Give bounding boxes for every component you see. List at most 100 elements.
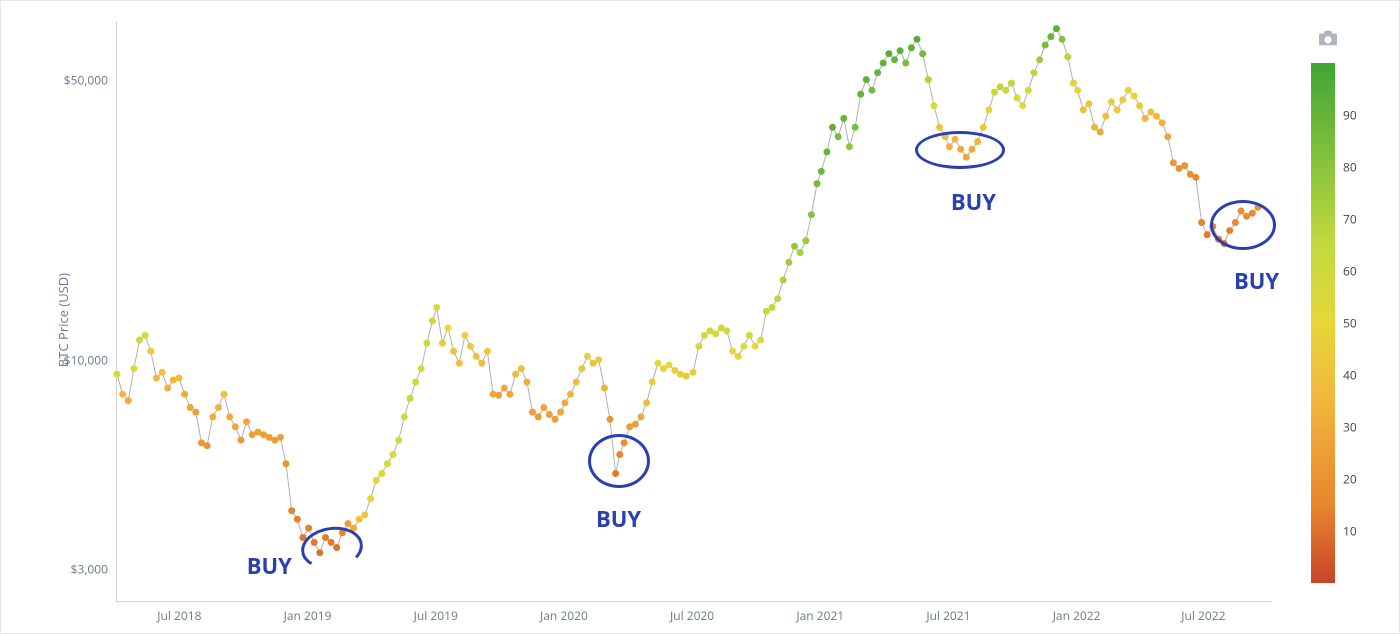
- price-point[interactable]: [390, 451, 397, 458]
- camera-icon[interactable]: [1317, 29, 1339, 45]
- price-point[interactable]: [1074, 87, 1081, 94]
- price-point[interactable]: [908, 44, 915, 51]
- price-point[interactable]: [478, 360, 485, 367]
- price-point[interactable]: [277, 434, 284, 441]
- price-point[interactable]: [1002, 87, 1009, 94]
- price-point[interactable]: [395, 437, 402, 444]
- price-point[interactable]: [283, 460, 290, 467]
- price-point[interactable]: [802, 237, 809, 244]
- price-point[interactable]: [1014, 94, 1021, 101]
- price-point[interactable]: [1114, 106, 1121, 113]
- price-point[interactable]: [1192, 174, 1199, 181]
- price-point[interactable]: [757, 337, 764, 344]
- price-point[interactable]: [467, 343, 474, 350]
- price-point[interactable]: [1019, 102, 1026, 109]
- price-point[interactable]: [1059, 36, 1066, 43]
- price-point[interactable]: [852, 124, 859, 131]
- price-point[interactable]: [1008, 80, 1015, 87]
- price-point[interactable]: [238, 437, 245, 444]
- price-point[interactable]: [523, 379, 530, 386]
- price-point[interactable]: [1025, 87, 1032, 94]
- price-point[interactable]: [869, 87, 876, 94]
- price-point[interactable]: [573, 379, 580, 386]
- price-point[interactable]: [874, 69, 881, 76]
- price-point[interactable]: [746, 332, 753, 339]
- price-point[interactable]: [936, 124, 943, 131]
- price-point[interactable]: [1036, 56, 1043, 63]
- price-point[interactable]: [305, 525, 312, 532]
- price-point[interactable]: [378, 470, 385, 477]
- price-point[interactable]: [797, 249, 804, 256]
- price-point[interactable]: [226, 413, 233, 420]
- price-point[interactable]: [1031, 69, 1038, 76]
- price-point[interactable]: [1198, 219, 1205, 226]
- price-point[interactable]: [632, 421, 639, 428]
- price-point[interactable]: [823, 148, 830, 155]
- price-point[interactable]: [407, 395, 414, 402]
- price-point[interactable]: [384, 460, 391, 467]
- price-point[interactable]: [187, 404, 194, 411]
- price-point[interactable]: [221, 391, 228, 398]
- price-point[interactable]: [495, 392, 502, 399]
- price-point[interactable]: [153, 375, 160, 382]
- price-point[interactable]: [683, 373, 690, 380]
- price-point[interactable]: [701, 332, 708, 339]
- price-point[interactable]: [735, 353, 742, 360]
- price-point[interactable]: [654, 360, 661, 367]
- price-point[interactable]: [601, 385, 608, 392]
- price-point[interactable]: [1131, 93, 1138, 100]
- price-point[interactable]: [763, 308, 770, 315]
- price-point[interactable]: [130, 365, 137, 372]
- price-point[interactable]: [114, 371, 121, 378]
- price-point[interactable]: [147, 348, 154, 355]
- price-point[interactable]: [885, 50, 892, 57]
- price-point[interactable]: [461, 332, 468, 339]
- price-point[interactable]: [433, 304, 440, 311]
- price-point[interactable]: [450, 348, 457, 355]
- price-point[interactable]: [445, 325, 452, 332]
- price-point[interactable]: [835, 133, 842, 140]
- price-point[interactable]: [552, 416, 559, 423]
- price-point[interactable]: [518, 365, 525, 372]
- price-point[interactable]: [638, 413, 645, 420]
- price-point[interactable]: [857, 91, 864, 98]
- price-point[interactable]: [1085, 100, 1092, 107]
- price-point[interactable]: [204, 442, 211, 449]
- price-point[interactable]: [931, 102, 938, 109]
- price-point[interactable]: [785, 259, 792, 266]
- price-point[interactable]: [791, 243, 798, 250]
- price-point[interactable]: [774, 295, 781, 302]
- price-point[interactable]: [595, 356, 602, 363]
- price-point[interactable]: [429, 317, 436, 324]
- price-point[interactable]: [159, 369, 166, 376]
- price-point[interactable]: [176, 375, 183, 382]
- price-point[interactable]: [535, 413, 542, 420]
- price-point[interactable]: [439, 340, 446, 347]
- price-point[interactable]: [752, 343, 759, 350]
- price-point[interactable]: [1153, 113, 1160, 120]
- price-point[interactable]: [1204, 231, 1211, 238]
- price-point[interactable]: [294, 516, 301, 523]
- price-point[interactable]: [914, 36, 921, 43]
- price-point[interactable]: [557, 409, 564, 416]
- price-point[interactable]: [814, 180, 821, 187]
- price-point[interactable]: [136, 337, 143, 344]
- price-point[interactable]: [1070, 80, 1077, 87]
- price-point[interactable]: [840, 115, 847, 122]
- price-point[interactable]: [1147, 109, 1154, 116]
- price-point[interactable]: [818, 168, 825, 175]
- price-point[interactable]: [695, 343, 702, 350]
- price-point[interactable]: [1091, 124, 1098, 131]
- price-point[interactable]: [880, 60, 887, 67]
- price-point[interactable]: [1108, 98, 1115, 105]
- price-point[interactable]: [690, 369, 697, 376]
- price-point[interactable]: [897, 47, 904, 54]
- price-point[interactable]: [473, 353, 480, 360]
- price-point[interactable]: [1042, 42, 1049, 49]
- price-point[interactable]: [540, 404, 547, 411]
- price-point[interactable]: [361, 511, 368, 518]
- price-point[interactable]: [808, 211, 815, 218]
- price-point[interactable]: [401, 413, 408, 420]
- price-point[interactable]: [507, 391, 514, 398]
- price-point[interactable]: [723, 327, 730, 334]
